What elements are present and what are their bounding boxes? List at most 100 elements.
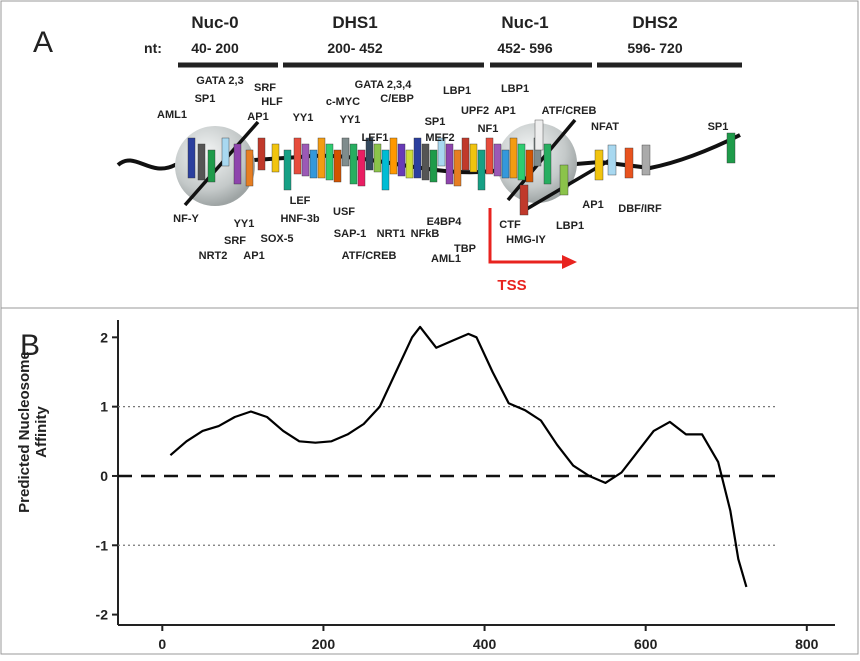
binding-sites [187,119,736,216]
factor-label: NFkB [411,228,440,240]
factor-label: NRT1 [377,228,406,240]
binding-site [293,137,302,175]
factor-label: AP1 [582,199,603,211]
binding-site [453,149,462,187]
binding-site [509,137,518,179]
factor-label: GATA 2,3 [196,75,243,87]
region-name: Nuc-0 [191,13,238,32]
y-tick-label: -2 [96,607,109,623]
tss-label: TSS [497,277,526,294]
factor-label: C/EBP [380,93,414,105]
binding-site [257,137,266,171]
factor-label: AP1 [247,111,268,123]
binding-site [525,149,534,183]
factor-label: HLF [261,96,283,108]
factor-label: LEF1 [362,132,389,144]
factor-label: ATF/CREB [342,250,397,262]
region-range: 596- 720 [627,40,682,56]
factor-label: CTF [499,219,521,231]
panel-label: A [33,26,53,59]
factor-label: USF [333,206,355,218]
binding-site [461,137,470,171]
binding-site [245,149,254,187]
factor-label: GATA 2,3,4 [355,79,413,91]
binding-site [607,144,617,176]
binding-site [437,137,446,167]
factor-label: TBP [454,243,476,255]
tss-arrowhead [562,255,577,269]
factor-label: AP1 [243,250,264,262]
factor-label: MEF2 [425,132,454,144]
factor-label: LEF [290,195,311,207]
binding-site [469,143,478,173]
binding-site [381,149,390,191]
factor-label: NRT2 [199,250,228,262]
y-axis-label: Predicted Nucleosome Affinity [16,351,50,513]
factor-label: c-MYC [326,96,360,108]
factor-label: SP1 [425,116,446,128]
panel-b: B -2 -1 0 1 2 0 200 400 600 800 [20,320,835,652]
binding-site [397,143,406,177]
binding-site [485,137,494,175]
panel-label: B [20,329,40,362]
factor-label: LBP1 [556,220,584,232]
factor-label: ATF/CREB [542,105,597,117]
binding-site [493,143,502,177]
binding-site [519,184,529,216]
binding-site [325,143,334,181]
binding-site [283,149,292,191]
y-tick-label: 2 [100,329,108,345]
binding-site [309,149,318,179]
dna-wrap [183,120,260,207]
factor-label: LBP1 [501,83,529,95]
factor-label: LBP1 [443,85,471,97]
binding-site [349,143,358,185]
binding-site [559,164,569,196]
binding-site [357,149,366,187]
binding-site [726,132,736,164]
binding-site [429,149,438,183]
factor-label: NF1 [478,123,499,135]
binding-site [413,137,422,179]
tss-arrow [488,208,565,264]
factor-label: SOX-5 [260,233,293,245]
binding-site [594,149,604,181]
binding-site [301,143,310,177]
y-tick-label: -1 [96,537,109,553]
binding-site [187,137,196,179]
region-name: DHS2 [632,13,677,32]
binding-site [221,137,230,167]
factor-label: SRF [254,82,276,94]
binding-site [501,149,510,179]
binding-site [333,149,342,183]
region-range: 40- 200 [191,40,239,56]
x-tick-label: 0 [158,636,166,652]
factor-label: NF-Y [173,213,199,225]
region-name: Nuc-1 [501,13,548,32]
binding-site [365,137,374,171]
x-tick-label: 400 [473,636,497,652]
factor-label: DBF/IRF [618,203,662,215]
factor-label: SRF [224,235,246,247]
binding-site [445,143,454,185]
binding-site [271,143,280,173]
factor-labels: GATA 2,3 SRF SP1 HLF AML1 AP1 YY1 c-MYC GATA 2,3… [157,75,728,265]
panel-a: A Nuc-0 DHS1 Nuc-1 DHS2 nt: 40- 200 200-… [33,13,742,294]
region-range: 200- 452 [327,40,382,56]
factor-label: AP1 [494,105,515,117]
factor-label: YY1 [340,114,361,126]
factor-label: HNF-3b [280,213,319,225]
factor-label: SP1 [195,93,216,105]
binding-site [233,143,242,185]
binding-site [534,119,544,151]
factor-label: SP1 [708,121,729,133]
binding-site [389,137,398,175]
affinity-line [169,325,748,588]
x-tick-label: 800 [795,636,819,652]
y-tick-label: 0 [100,468,108,484]
binding-site [517,143,526,181]
binding-site [341,137,350,167]
factor-label: HMG-IY [506,234,546,246]
